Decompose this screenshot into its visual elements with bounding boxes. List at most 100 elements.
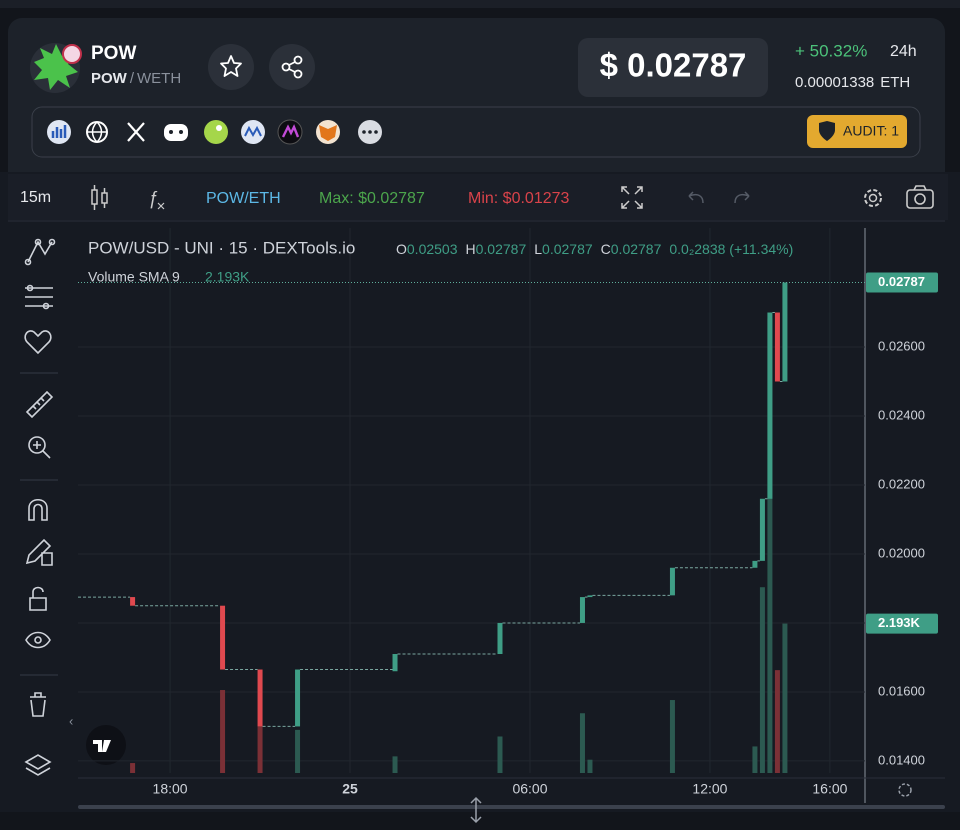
link-gecko[interactable] bbox=[204, 120, 228, 144]
tool-favorites[interactable] bbox=[24, 330, 52, 355]
audit-label: AUDIT: 1 bbox=[843, 123, 899, 139]
tradingview-logo bbox=[86, 725, 126, 765]
ohlc-label: H bbox=[466, 241, 476, 257]
candle-body bbox=[782, 282, 788, 382]
volume-bar bbox=[220, 690, 226, 773]
y-tick-label: 0.02400 bbox=[878, 407, 925, 422]
price-box bbox=[578, 38, 768, 97]
resize-handle[interactable] bbox=[470, 796, 482, 824]
links-row bbox=[31, 106, 921, 158]
ohlc-value: 0.02787 bbox=[611, 241, 662, 257]
ohlc-value: 0.02787 bbox=[476, 241, 527, 257]
indicators-button[interactable]: ƒ bbox=[148, 188, 158, 208]
link-discord[interactable] bbox=[164, 124, 188, 141]
tool-unlock[interactable] bbox=[29, 586, 47, 611]
candle-body bbox=[669, 567, 675, 596]
volume-sma: 2.193K bbox=[205, 269, 250, 285]
link-x[interactable] bbox=[127, 122, 145, 142]
candle-body bbox=[579, 597, 585, 623]
tool-zoom[interactable] bbox=[28, 436, 51, 459]
y-tick-label: 0.02600 bbox=[878, 338, 925, 353]
tool-magnet[interactable] bbox=[28, 498, 48, 521]
candle-body bbox=[392, 653, 398, 672]
y-tick-label: 0.01400 bbox=[878, 752, 925, 767]
pair-quote: WETH bbox=[137, 70, 181, 87]
token-name: POW bbox=[91, 43, 136, 64]
favorite-button[interactable] bbox=[208, 44, 254, 90]
volume-bar bbox=[782, 623, 788, 773]
legend-ohlc: O0.02503 H0.02787 L0.02787 C0.02787 0.0₂2838… bbox=[396, 241, 793, 257]
top-strip bbox=[0, 0, 960, 8]
tool-trend[interactable] bbox=[24, 238, 56, 266]
last-price-badge bbox=[866, 272, 938, 293]
candle-body bbox=[752, 560, 758, 568]
candle-body bbox=[497, 622, 503, 654]
price-eth-value: 0.00001338 bbox=[795, 74, 874, 91]
x-tick-label: 25 bbox=[342, 781, 358, 797]
candle-type-button[interactable] bbox=[91, 185, 108, 210]
volume-bar bbox=[392, 756, 398, 773]
chart-panel bbox=[0, 172, 960, 812]
x-tick-label: 18:00 bbox=[153, 781, 188, 797]
volume-bar bbox=[669, 700, 675, 773]
tool-lock-drawing[interactable] bbox=[25, 538, 53, 566]
candle-body bbox=[130, 597, 136, 606]
max-price: Max: $0.02787 bbox=[319, 190, 425, 207]
volume-sma-badge bbox=[866, 613, 938, 634]
pair-sep: / bbox=[130, 70, 135, 87]
ohlc-value: 0.02503 bbox=[407, 241, 458, 257]
collapse-sidebar[interactable]: ‹ bbox=[69, 713, 73, 728]
price: $ 0.02787 bbox=[600, 47, 747, 84]
chart-toolbar bbox=[8, 174, 948, 220]
price-eth: 0.00001338 ETH bbox=[795, 74, 910, 91]
candle-body bbox=[295, 669, 301, 727]
x-tick-label: 16:00 bbox=[812, 781, 847, 797]
tool-layers[interactable] bbox=[24, 754, 52, 776]
ohlc-value: 0.02787 bbox=[542, 241, 593, 257]
interval[interactable]: 15m bbox=[20, 189, 51, 206]
undo-button[interactable] bbox=[688, 191, 704, 204]
volume-bar bbox=[579, 713, 585, 773]
candle-body bbox=[759, 498, 765, 561]
token-icon bbox=[30, 43, 82, 93]
drawing-tools bbox=[20, 238, 58, 776]
ohlc-label: L bbox=[534, 241, 542, 257]
fullscreen-button[interactable] bbox=[621, 186, 643, 209]
tool-visibility[interactable] bbox=[25, 631, 51, 649]
tool-fib[interactable] bbox=[25, 284, 53, 310]
eth-unit: ETH bbox=[880, 74, 910, 91]
y-tick-label: 0.02000 bbox=[878, 545, 925, 560]
settings-button[interactable] bbox=[864, 189, 882, 207]
volume-bar bbox=[774, 670, 780, 773]
screenshot-button[interactable] bbox=[906, 185, 934, 209]
candle-body bbox=[257, 669, 263, 727]
pair-base: POW bbox=[91, 70, 128, 87]
link-cmc[interactable] bbox=[241, 120, 265, 144]
volume-sma-label: 2.193K bbox=[878, 615, 921, 630]
volume-bar bbox=[295, 729, 301, 773]
candle-body bbox=[220, 605, 226, 670]
price-change: + 50.32% bbox=[795, 41, 867, 60]
toolbar-pair[interactable]: POW/ETH bbox=[206, 190, 281, 207]
audit-button[interactable]: AUDIT: 1 bbox=[807, 115, 907, 148]
links bbox=[47, 119, 382, 145]
last-price-label: 0.02787 bbox=[878, 274, 925, 289]
y-tick-label: 0.01600 bbox=[878, 683, 925, 698]
volume-bar bbox=[497, 736, 503, 773]
share-button[interactable] bbox=[269, 44, 315, 90]
y-tick-label: 0.02200 bbox=[878, 476, 925, 491]
axis-settings[interactable] bbox=[898, 783, 912, 797]
redo-button[interactable] bbox=[734, 191, 750, 204]
x-tick-label: 12:00 bbox=[692, 781, 727, 797]
volume-bar bbox=[587, 759, 593, 773]
tool-ruler[interactable] bbox=[25, 390, 54, 419]
volume-bar bbox=[759, 587, 765, 773]
volume-title: Volume SMA 9 bbox=[88, 269, 180, 285]
link-chart[interactable] bbox=[47, 120, 71, 144]
scrollbar[interactable] bbox=[78, 805, 945, 809]
tool-trash[interactable] bbox=[30, 692, 46, 717]
volume-bar bbox=[767, 318, 773, 773]
ohlc-change: 0.0₂2838 (+11.34%) bbox=[669, 241, 793, 257]
